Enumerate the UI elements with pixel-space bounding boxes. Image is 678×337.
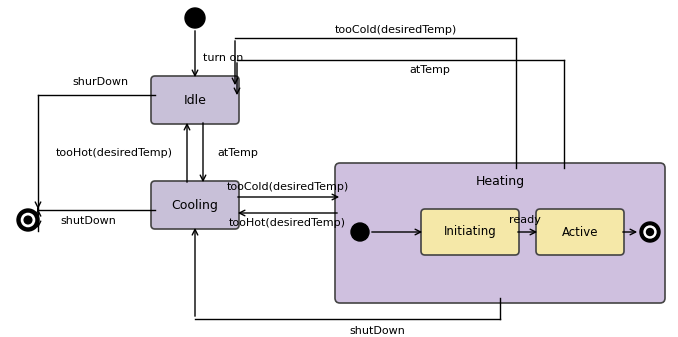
FancyBboxPatch shape (151, 181, 239, 229)
FancyBboxPatch shape (421, 209, 519, 255)
Text: Cooling: Cooling (172, 198, 218, 212)
Text: shutDown: shutDown (350, 326, 405, 336)
Circle shape (24, 216, 32, 224)
Circle shape (644, 226, 656, 238)
Text: Heating: Heating (475, 176, 525, 188)
FancyBboxPatch shape (335, 163, 665, 303)
Circle shape (640, 222, 660, 242)
Circle shape (17, 209, 39, 231)
Text: shurDown: shurDown (72, 77, 128, 87)
Text: Initiating: Initiating (443, 225, 496, 239)
Text: atTemp: atTemp (409, 65, 450, 75)
Text: tooCold(desiredTemp): tooCold(desiredTemp) (334, 25, 456, 35)
Text: tooHot(desiredTemp): tooHot(desiredTemp) (56, 148, 173, 157)
FancyBboxPatch shape (536, 209, 624, 255)
Text: shutDown: shutDown (60, 216, 116, 226)
Text: tooCold(desiredTemp): tooCold(desiredTemp) (226, 182, 348, 192)
FancyBboxPatch shape (151, 76, 239, 124)
Circle shape (185, 8, 205, 28)
Circle shape (351, 223, 369, 241)
Text: tooHot(desiredTemp): tooHot(desiredTemp) (229, 218, 346, 228)
Text: ready: ready (509, 215, 541, 225)
Text: turn on: turn on (203, 53, 243, 63)
Text: Active: Active (562, 225, 598, 239)
Circle shape (22, 213, 35, 226)
Text: Idle: Idle (184, 93, 206, 106)
Text: atTemp: atTemp (217, 148, 258, 157)
Circle shape (647, 228, 654, 236)
